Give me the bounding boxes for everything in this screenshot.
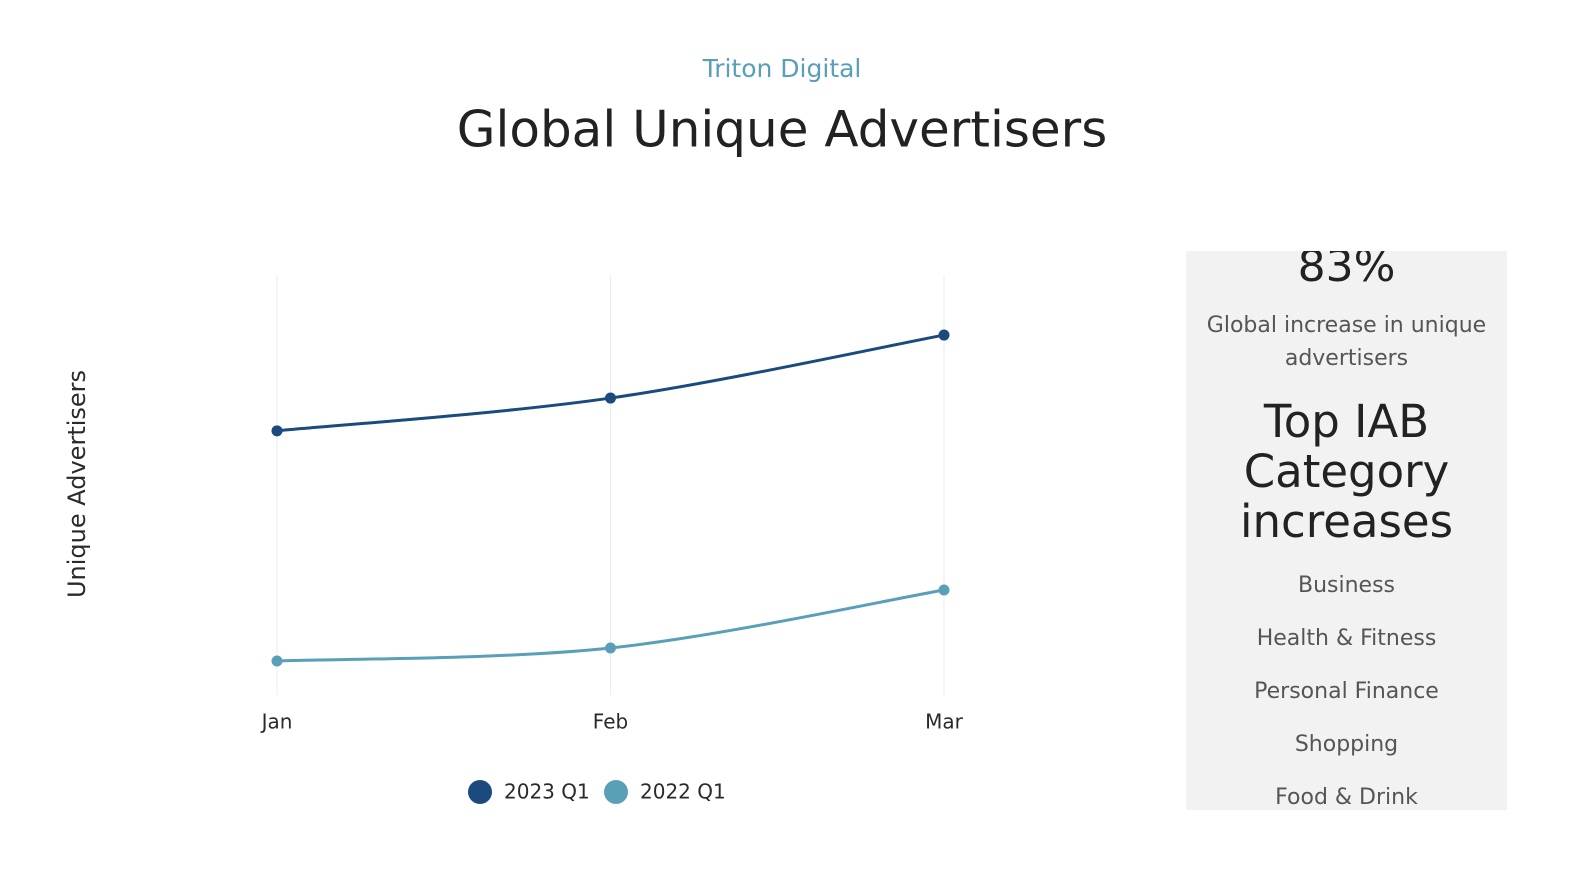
data-point bbox=[938, 329, 950, 341]
y-axis-label: Unique Advertisers bbox=[63, 370, 91, 598]
legend-label: 2023 Q1 bbox=[504, 780, 590, 804]
category-item: Health & Fitness bbox=[1256, 626, 1437, 651]
stat-label: Global increase in unique advertisers bbox=[1206, 313, 1487, 371]
category-list: Business Health & Fitness Personal Finance… bbox=[1186, 559, 1507, 810]
data-point bbox=[605, 392, 616, 404]
legend-marker bbox=[604, 780, 628, 804]
data-point bbox=[605, 642, 616, 654]
data-point bbox=[938, 584, 950, 596]
chart-title: Global Unique Advertisers bbox=[457, 101, 1108, 159]
legend-marker bbox=[468, 780, 492, 804]
category-item: Food & Drink bbox=[1275, 785, 1418, 810]
category-item: Shopping bbox=[1294, 732, 1399, 757]
legend-label: 2022 Q1 bbox=[640, 780, 726, 804]
category-item: Personal Finance bbox=[1254, 679, 1439, 704]
x-tick-label: Jan bbox=[260, 710, 293, 734]
data-point bbox=[271, 425, 283, 437]
category-item: Business bbox=[1297, 573, 1395, 598]
stats-panel: 83% Global increase in unique advertiser… bbox=[1186, 251, 1507, 810]
x-tick-label: Feb bbox=[593, 710, 628, 734]
data-point bbox=[271, 655, 283, 667]
panel-heading: Top IAB Category increases bbox=[1239, 395, 1454, 548]
x-tick-label: Mar bbox=[925, 710, 964, 734]
stat-value: 83% bbox=[1297, 251, 1396, 292]
chart-subtitle: Triton Digital bbox=[702, 54, 862, 83]
